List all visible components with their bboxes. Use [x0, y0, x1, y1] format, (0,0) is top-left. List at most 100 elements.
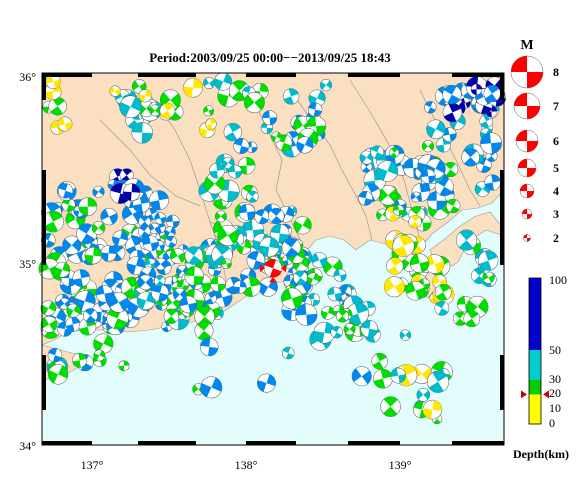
earthquake-marker: [131, 121, 153, 144]
depth-marker-left: [521, 390, 527, 399]
earthquake-marker: [461, 148, 480, 167]
earthquake-marker: [420, 168, 436, 184]
earthquake-marker: [320, 306, 335, 320]
earthquake-marker: [409, 253, 430, 273]
depth-legend-band: [529, 394, 541, 410]
earthquake-marker: [360, 320, 379, 338]
earthquake-marker: [442, 102, 463, 123]
earthquake-marker: [136, 291, 156, 310]
magnitude-legend-title: M: [520, 38, 533, 53]
earthquake-marker: [333, 268, 347, 282]
earthquake-marker: [200, 376, 223, 399]
earthquake-marker: [434, 300, 450, 316]
earthquake-marker: [392, 204, 405, 216]
earthquake-marker: [470, 83, 483, 96]
earthquake-marker: [203, 77, 216, 89]
earthquake-marker: [427, 191, 447, 211]
earthquake-marker: [142, 235, 159, 252]
earthquake-marker: [93, 349, 106, 362]
magnitude-legend-label: 8: [553, 65, 559, 79]
earthquake-marker: [154, 212, 167, 225]
earthquake-marker: [57, 183, 74, 199]
earthquake-marker: [380, 396, 401, 417]
earthquake-marker: [455, 229, 478, 251]
earthquake-marker: [169, 248, 186, 264]
earthquake-marker: [243, 92, 265, 113]
earthquake-marker: [306, 272, 320, 286]
earthquake-marker: [228, 164, 243, 179]
earthquake-marker: [183, 77, 203, 98]
map-frame: [41, 72, 505, 446]
earthquake-marker: [221, 258, 232, 270]
earthquake-marker: [205, 118, 217, 130]
magnitude-legend-label: 2: [553, 231, 559, 245]
earthquake-marker: [346, 302, 369, 325]
earthquake-marker: [246, 251, 266, 270]
earthquake-marker: [446, 198, 461, 214]
earthquake-marker: [282, 88, 300, 105]
earthquake-marker: [416, 388, 431, 402]
earthquake-marker: [351, 366, 372, 387]
earthquake-marker: [443, 161, 459, 178]
earthquake-marker: [84, 246, 102, 265]
depth-legend: 100 50 30 20 10 0 Depth(km): [513, 273, 569, 461]
earthquake-marker: [434, 177, 454, 197]
earthquake-marker: [386, 257, 404, 275]
earthquake-marker: [47, 347, 63, 363]
magnitude-legend-label: 6: [553, 134, 559, 148]
earthquake-marker: [210, 276, 226, 292]
magnitude-legend-symbol: [515, 129, 539, 153]
magnitude-legend-symbol: [513, 92, 541, 120]
earthquake-marker: [327, 286, 342, 302]
earthquake-marker: [482, 271, 495, 284]
depth-marker-right: [543, 390, 549, 399]
earthquake-marker: [262, 110, 278, 126]
earthquake-marker: [214, 210, 227, 223]
earthquake-marker: [40, 300, 57, 316]
earthquake-marker: [222, 156, 235, 169]
earthquake-marker: [335, 309, 350, 323]
earthquake-marker: [442, 85, 462, 105]
earthquake-marker: [281, 346, 295, 360]
depth-tick-10: 10: [549, 401, 561, 415]
earthquake-marker: [405, 280, 426, 301]
magnitude-legend-label: 4: [553, 184, 559, 198]
earthquake-marker: [65, 316, 81, 332]
earthquake-marker: [408, 214, 422, 229]
earthquake-marker: [179, 295, 198, 314]
earthquake-marker: [390, 367, 407, 384]
earthquake-marker: [209, 162, 225, 179]
earthquake-marker: [184, 246, 204, 265]
earthquake-marker: [91, 221, 106, 235]
earthquake-marker: [383, 276, 405, 298]
magnitude-legend: M 8 7 6 5 4 3 2: [510, 38, 559, 245]
earthquake-marker: [72, 269, 91, 287]
earthquake-marker: [319, 79, 333, 92]
earthquake-marker: [47, 364, 69, 385]
earthquake-marker: [138, 89, 152, 103]
earthquake-marker: [118, 360, 130, 372]
earthquake-marker: [259, 236, 280, 258]
lon-label-137: 137°: [81, 458, 104, 472]
earthquake-marker: [109, 85, 121, 97]
earthquake-marker: [480, 132, 502, 155]
depth-tick-0: 0: [549, 416, 555, 430]
earthquake-marker: [270, 223, 290, 244]
earthquake-marker: [217, 224, 239, 247]
earthquake-marker: [424, 101, 437, 114]
earthquake-marker: [159, 102, 176, 119]
earthquake-marker: [164, 226, 176, 238]
earthquake-marker: [330, 326, 343, 339]
earthquake-marker: [371, 352, 388, 370]
depth-legend-band: [529, 409, 541, 424]
earthquake-marker: [399, 329, 412, 341]
earthquake-marker: [154, 257, 167, 271]
earthquake-marker: [295, 303, 318, 326]
axis-labels: 36° 35° 34° 137° 138° 139°: [19, 70, 411, 472]
lat-label-34: 34°: [19, 439, 36, 453]
earthquake-marker: [376, 160, 399, 182]
magnitude-legend-label: 3: [553, 207, 559, 221]
earthquake-marker: [484, 174, 501, 191]
depth-legend-title: Depth(km): [513, 447, 569, 461]
earthquake-marker: [199, 337, 219, 357]
